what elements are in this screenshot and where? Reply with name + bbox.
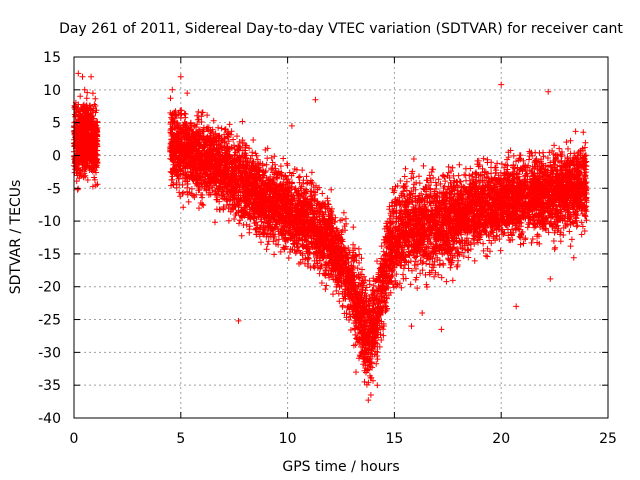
y-tick-labels: 15 10 5 0 -5 -10 -15 -20 -25 -30 -35 -40: [38, 50, 61, 427]
y-tick-label: 10: [43, 83, 61, 99]
plot-frame: [73, 56, 609, 419]
y-tick-label: 5: [52, 116, 61, 132]
x-tick-label: 25: [599, 431, 617, 447]
y-tick-label: 0: [52, 148, 61, 164]
y-axis-label: SDTVAR / TECUs: [8, 180, 24, 295]
data-points: [71, 70, 590, 404]
axis-ticks: [73, 56, 609, 419]
grid-lines: [74, 57, 608, 418]
x-tick-label: 0: [70, 431, 79, 447]
y-tick-label: -35: [38, 378, 61, 394]
y-tick-label: -5: [47, 181, 61, 197]
y-tick-label: -25: [38, 313, 61, 329]
x-tick-labels: 0 5 10 15 20 25: [70, 431, 617, 447]
y-tick-label: -20: [38, 280, 61, 296]
x-tick-label: 15: [385, 431, 403, 447]
y-tick-label: -30: [38, 345, 61, 361]
y-tick-label: -40: [38, 411, 61, 427]
y-tick-label: 15: [43, 50, 61, 66]
x-tick-label: 20: [492, 431, 510, 447]
x-tick-label: 5: [176, 431, 185, 447]
x-tick-label: 10: [279, 431, 297, 447]
y-tick-label: -10: [38, 214, 61, 230]
chart-title: Day 261 of 2011, Sidereal Day-to-day VTE…: [59, 21, 623, 37]
x-axis-label: GPS time / hours: [282, 459, 399, 475]
y-tick-label: -15: [38, 247, 61, 263]
scatter-markers: [71, 70, 590, 404]
